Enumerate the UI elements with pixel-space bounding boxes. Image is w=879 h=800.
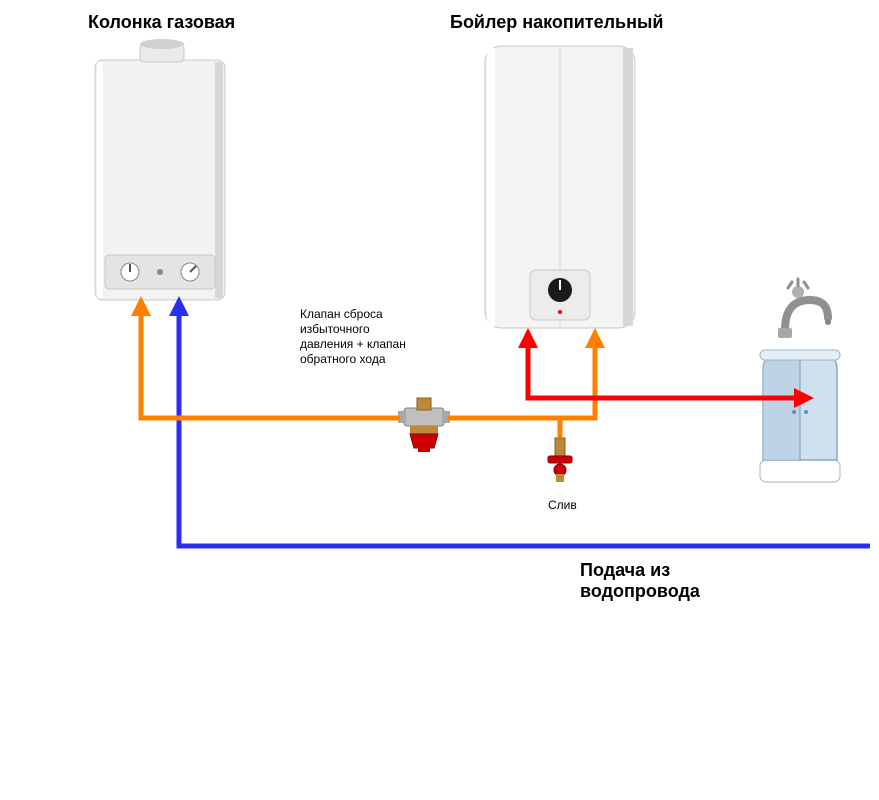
valve-label-line4: обратного хода (300, 352, 406, 367)
cold-supply-pipe (169, 296, 870, 546)
supply-label: Подача из водопровода (580, 560, 700, 602)
valve-label-line2: избыточного (300, 322, 406, 337)
gas-heater-icon (95, 39, 225, 300)
faucet-icon (778, 279, 831, 338)
gas-heater-title: Колонка газовая (88, 12, 235, 33)
drain-valve-icon (548, 438, 572, 482)
valve-label-line1: Клапан сброса (300, 307, 406, 322)
supply-label-line2: водопровода (580, 581, 700, 602)
storage-boiler-icon (485, 46, 635, 328)
valve-label: Клапан сброса избыточного давления + кла… (300, 307, 406, 367)
hot-pipe (518, 328, 814, 408)
drain-label: Слив (548, 498, 577, 513)
relief-valve-icon (398, 398, 450, 452)
supply-label-line1: Подача из (580, 560, 700, 581)
valve-label-line3: давления + клапан (300, 337, 406, 352)
diagram-canvas (0, 0, 879, 800)
storage-boiler-title: Бойлер накопительный (450, 12, 663, 33)
shower-cabin-icon (760, 350, 840, 482)
